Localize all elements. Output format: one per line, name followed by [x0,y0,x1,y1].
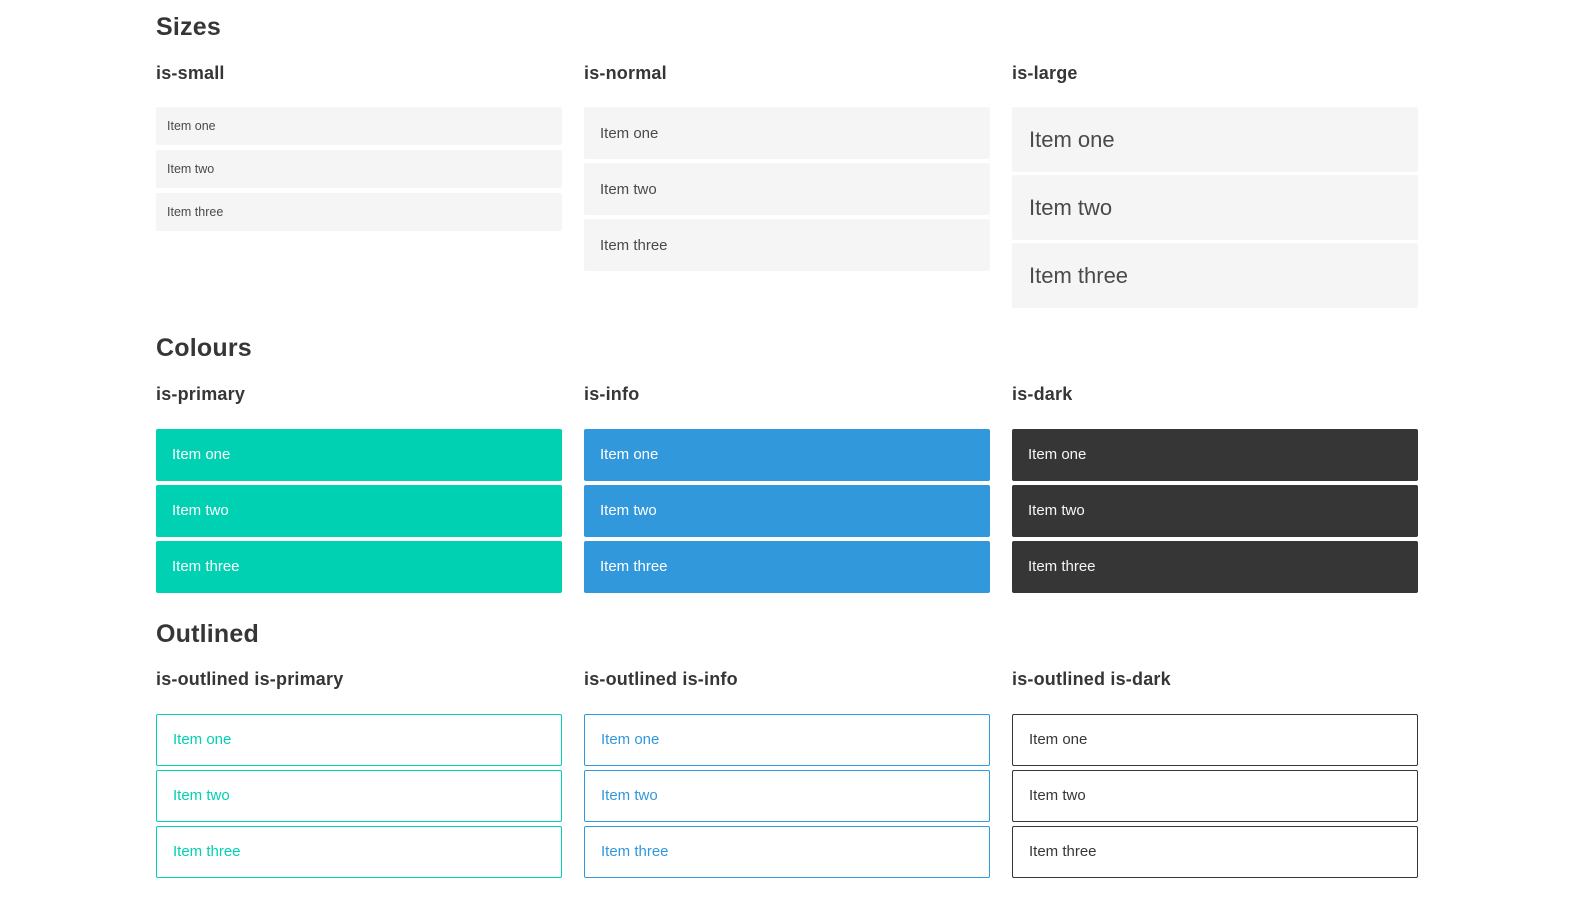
list-item[interactable]: Item three [1012,825,1418,878]
list-is-dark: Item one Item two Item three [1012,428,1418,593]
list-item[interactable]: Item two [1012,175,1418,241]
list-item[interactable]: Item one [156,713,562,766]
group-is-primary: is-primary Item one Item two Item three [156,383,562,597]
list-is-outlined-is-dark: Item one Item two Item three [1012,713,1418,878]
section-sizes: Sizes is-small Item one Item two Item thre… [156,13,1419,312]
group-label-is-dark: is-dark [1012,383,1073,404]
group-is-outlined-is-primary: is-outlined is-primary Item one Item two I… [156,669,562,882]
group-is-normal: is-normal Item one Item two Item three [584,62,990,312]
list-item[interactable]: Item three [1012,243,1418,309]
list-is-normal: Item one Item two Item three [584,107,990,272]
list-is-info: Item one Item two Item three [584,428,990,593]
group-label-is-outlined-is-primary: is-outlined is-primary [156,669,344,690]
list-item[interactable]: Item three [156,540,562,593]
list-item[interactable]: Item three [584,825,990,878]
list-is-small: Item one Item two Item three [156,107,562,232]
section-title-colours: Colours [156,334,252,363]
list-item[interactable]: Item two [1012,484,1418,537]
list-item[interactable]: Item one [156,428,562,481]
group-label-is-info: is-info [584,383,640,404]
list-is-outlined-is-primary: Item one Item two Item three [156,713,562,878]
list-is-primary: Item one Item two Item three [156,428,562,593]
list-item[interactable]: Item one [584,107,990,160]
section-colours: Colours is-primary Item one Item two Item … [156,335,1419,596]
sizes-row: is-small Item one Item two Item three is-n… [156,62,1419,312]
group-label-is-primary: is-primary [156,383,246,404]
group-is-outlined-is-info: is-outlined is-info Item one Item two Item… [584,669,990,882]
group-label-is-outlined-is-info: is-outlined is-info [584,669,738,690]
group-is-info: is-info Item one Item two Item three [584,383,990,597]
list-is-outlined-is-info: Item one Item two Item three [584,713,990,878]
section-title-sizes: Sizes [156,13,221,41]
list-item[interactable]: Item three [584,540,990,593]
list-item[interactable]: Item one [1012,107,1418,173]
list-item[interactable]: Item two [156,484,562,537]
group-label-is-normal: is-normal [584,62,667,83]
list-item[interactable]: Item three [156,193,562,232]
group-is-dark: is-dark Item one Item two Item three [1012,383,1418,597]
list-is-large: Item one Item two Item three [1012,107,1418,309]
group-label-is-small: is-small [156,62,225,83]
list-item[interactable]: Item two [584,163,990,216]
group-is-large: is-large Item one Item two Item three [1012,62,1418,312]
list-item[interactable]: Item one [156,107,562,146]
list-item[interactable]: Item one [1012,713,1418,766]
list-item[interactable]: Item three [156,825,562,878]
list-item[interactable]: Item two [584,769,990,822]
section-outlined: Outlined is-outlined is-primary Item one… [156,619,1419,882]
group-label-is-large: is-large [1012,62,1078,83]
list-item[interactable]: Item one [584,713,990,766]
list-item[interactable]: Item two [156,150,562,189]
page-content: Sizes is-small Item one Item two Item thre… [156,13,1419,882]
list-item[interactable]: Item one [584,428,990,481]
list-item[interactable]: Item three [584,219,990,272]
list-item[interactable]: Item one [1012,428,1418,481]
group-is-outlined-is-dark: is-outlined is-dark Item one Item two Item… [1012,669,1418,882]
colours-row: is-primary Item one Item two Item three is… [156,383,1419,597]
group-is-small: is-small Item one Item two Item three [156,62,562,312]
list-item[interactable]: Item two [1012,769,1418,822]
list-item[interactable]: Item two [156,769,562,822]
list-item[interactable]: Item two [584,484,990,537]
outlined-row: is-outlined is-primary Item one Item two I… [156,669,1419,882]
list-item[interactable]: Item three [1012,540,1418,593]
section-title-outlined: Outlined [156,619,259,648]
group-label-is-outlined-is-dark: is-outlined is-dark [1012,669,1171,690]
